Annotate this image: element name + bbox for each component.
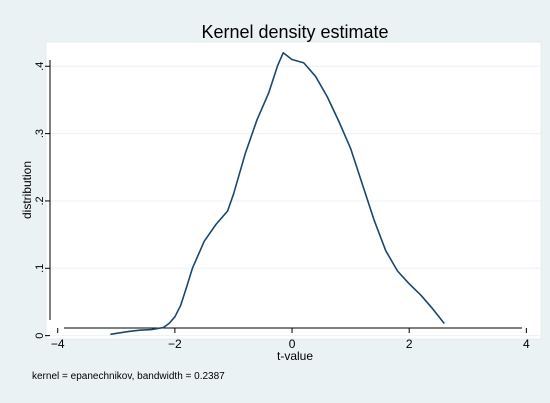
y-tick-label: .3 [34,129,46,138]
chart-title: Kernel density estimate [201,22,388,42]
density-curve [110,52,445,336]
x-tick-label: 2 [406,337,413,351]
y-tick-label: 0 [34,333,46,339]
y-axis-label: distribution [20,161,34,219]
x-axis-label: t-value [277,349,313,363]
axes [49,60,522,329]
y-tick-label: .4 [34,62,46,71]
kernel-note: kernel = epanechnikov, bandwidth = 0.238… [32,371,225,382]
x-tick-label: −4 [51,337,65,351]
ticks: 0 .1 .2 .3 .4 −4 −2 0 2 4 [34,62,530,351]
x-tick-label: −2 [168,337,182,351]
gridlines [47,65,540,337]
x-tick-label: 4 [523,337,530,351]
y-tick-label: .2 [34,196,46,205]
plot-region [45,41,542,340]
y-tick-label: .1 [34,264,46,273]
x-tick-label: 0 [289,337,296,351]
